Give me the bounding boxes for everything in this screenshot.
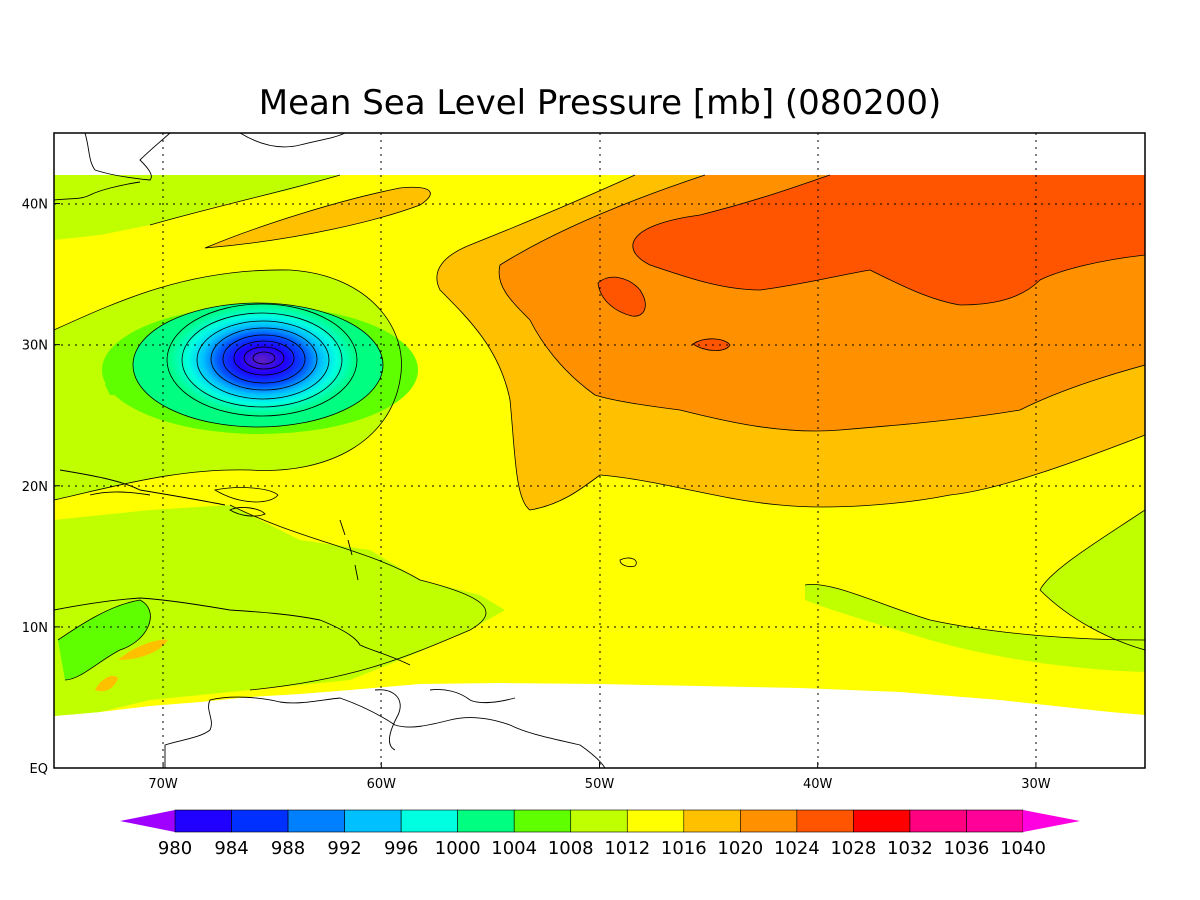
colorbar-level-label: 1004: [491, 838, 537, 859]
colorbar-level-label: 1028: [830, 838, 876, 859]
field-1028-island-b: [693, 338, 730, 351]
field-1020-patch: [95, 675, 118, 692]
colorbar-level-label: 992: [327, 838, 361, 859]
lon-tick-label: 70W: [148, 777, 178, 792]
colorbar-swatch: [400, 809, 458, 833]
lat-tick-label: 40N: [22, 198, 48, 213]
colorbar-swatch: [174, 809, 232, 833]
field-1008-sa: [58, 600, 151, 680]
colorbar-swatch: [853, 809, 911, 833]
colorbar-swatch: [626, 809, 685, 833]
colorbar-level-label: 1016: [661, 838, 707, 859]
lat-tick-label: 20N: [22, 480, 48, 495]
colorbar-over-arrow: [1023, 810, 1080, 832]
colorbar-level-label: 1008: [548, 838, 594, 859]
lat-tick-label: EQ: [30, 762, 48, 777]
colorbar-swatch: [740, 809, 798, 833]
colorbar-swatch: [570, 809, 628, 833]
field-1012-caribbean: [54, 505, 505, 716]
colorbar: 980 984 988 992 996 1000 1004 1008 1012 1016 1020 1…: [120, 809, 1080, 859]
colorbar-swatch: [683, 809, 741, 833]
lon-tick-label: 30W: [1021, 777, 1051, 792]
colorbar-level-label: 1036: [944, 838, 990, 859]
latitude-axis: EQ 10N 20N 30N 40N: [22, 198, 60, 777]
colorbar-swatch: [796, 809, 854, 833]
colorbar-swatch: [909, 809, 967, 833]
colorbar-swatch: [344, 809, 402, 833]
field-1028: [632, 175, 1145, 305]
colorbar-level-label: 984: [214, 838, 248, 859]
colorbar-swatch: [966, 809, 1024, 833]
colorbar-swatch: [513, 809, 572, 833]
colorbar-swatch: [457, 809, 515, 833]
plot-area: [54, 133, 1145, 768]
colorbar-level-label: 1024: [774, 838, 820, 859]
lat-tick-label: 10N: [22, 621, 48, 636]
colorbar-swatch: [231, 809, 289, 833]
colorbar-level-label: 1020: [717, 838, 763, 859]
colorbar-level-label: 980: [158, 838, 192, 859]
field-1012-north: [54, 175, 340, 240]
grid-lines: [54, 133, 1145, 768]
contour-lines: [54, 174, 1145, 691]
field-1012-east-edge: [1040, 510, 1145, 650]
coastlines: [54, 133, 606, 768]
field-1020-patch2: [118, 639, 168, 660]
colorbar-level-label: 1000: [435, 838, 481, 859]
field-1020-nw: [205, 187, 431, 248]
map-title: Mean Sea Level Pressure [mb] (080200): [259, 83, 942, 123]
colorbar-level-label: 1040: [1000, 838, 1046, 859]
lon-tick-label: 40W: [803, 777, 833, 792]
lon-tick-label: 50W: [585, 777, 615, 792]
colorbar-level-label: 1032: [887, 838, 933, 859]
lon-tick-label: 60W: [367, 777, 397, 792]
colorbar-level-label: 988: [271, 838, 305, 859]
colorbar-under-arrow: [120, 810, 175, 832]
lat-tick-label: 30N: [22, 339, 48, 354]
colorbar-level-label: 1012: [604, 838, 650, 859]
colorbar-swatch: [287, 809, 345, 833]
field-1028-island-a: [598, 277, 646, 317]
colorbar-level-label: 996: [384, 838, 418, 859]
longitude-axis: 70W 60W 50W 40W 30W: [148, 762, 1051, 792]
